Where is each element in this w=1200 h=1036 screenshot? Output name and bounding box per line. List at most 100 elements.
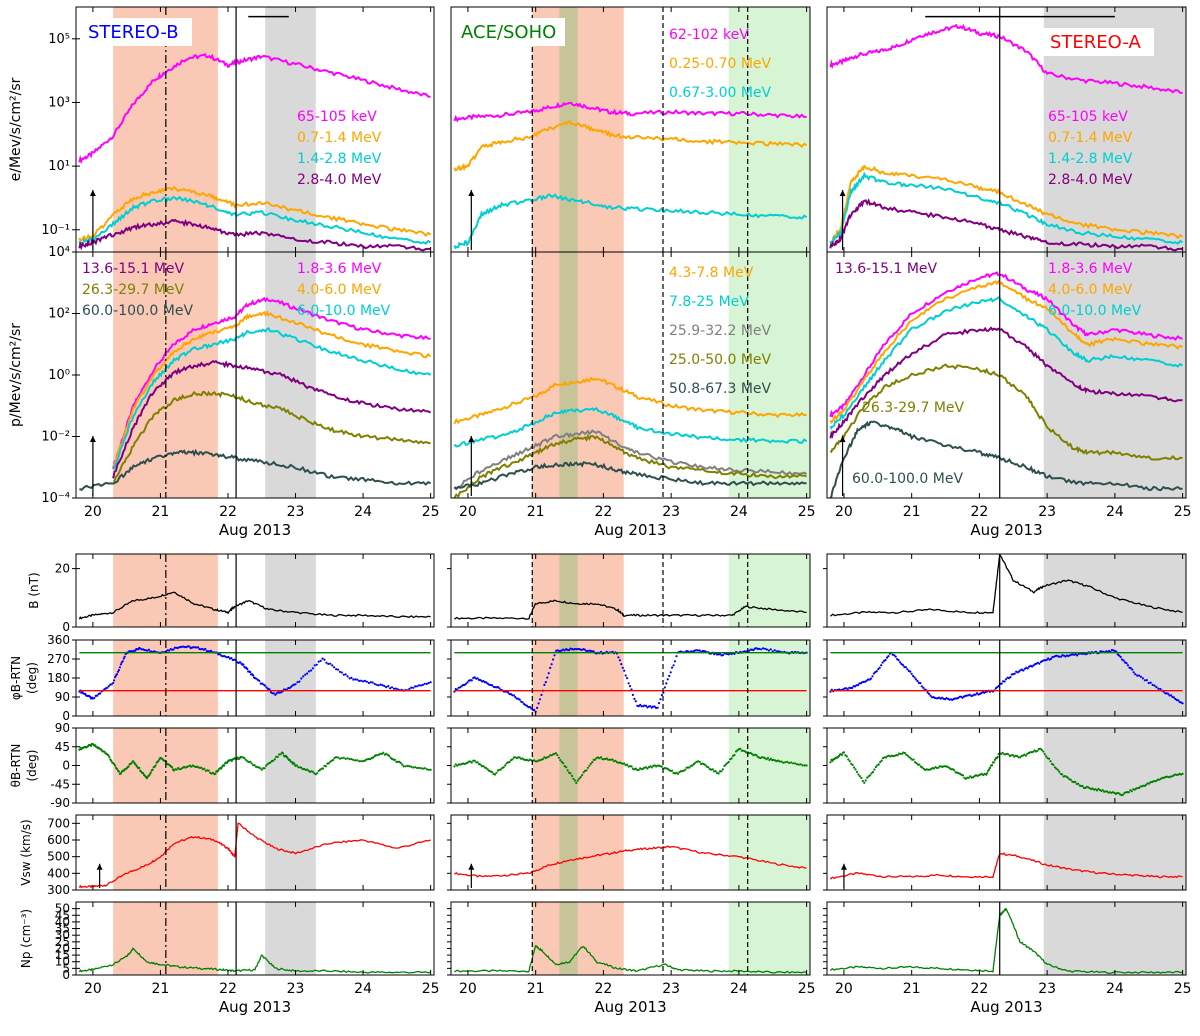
data-point: [932, 767, 936, 770]
data-point: [258, 679, 261, 683]
data-point: [288, 758, 291, 762]
data-point: [552, 658, 555, 661]
series-label: 0.67-3.00 MeV: [669, 85, 772, 101]
x-tick-label: 21: [152, 504, 170, 520]
data-point: [417, 684, 421, 687]
data-point: [460, 685, 463, 688]
data-point: [348, 677, 351, 680]
data-point: [550, 663, 553, 666]
data-point: [354, 759, 357, 762]
data-point: [1141, 677, 1144, 680]
data-point: [739, 747, 742, 751]
data-point: [913, 676, 916, 679]
data-point: [147, 648, 150, 651]
data-point: [858, 775, 862, 778]
data-point: [393, 758, 396, 762]
series-line-magenta: [453, 101, 807, 123]
data-point: [207, 769, 210, 772]
data-point: [227, 655, 230, 659]
y-tick-label: 90: [55, 690, 70, 704]
onset-arrow-head: [840, 863, 847, 870]
data-point: [311, 667, 314, 670]
data-point: [688, 766, 691, 769]
shade-region: [728, 252, 810, 498]
data-point: [512, 694, 516, 697]
data-point: [217, 769, 220, 772]
data-point: [767, 649, 771, 652]
data-point: [1095, 789, 1099, 792]
data-point: [292, 761, 295, 764]
data-point: [323, 658, 326, 661]
data-point: [360, 760, 363, 763]
data-point: [853, 766, 856, 769]
data-point: [498, 687, 501, 690]
data-point: [1117, 792, 1120, 795]
data-point: [937, 766, 940, 769]
data-point: [382, 751, 385, 754]
data-point: [750, 752, 754, 756]
y-tick-label: 10³: [48, 95, 70, 110]
y-tick-label: 25: [55, 935, 70, 949]
data-point: [782, 761, 785, 764]
shade-region: [265, 902, 316, 975]
data-point: [379, 683, 382, 686]
data-point: [288, 686, 291, 690]
data-point: [352, 678, 355, 681]
data-point: [138, 766, 141, 770]
data-point: [633, 697, 636, 701]
data-point: [336, 756, 340, 759]
data-point: [1122, 659, 1125, 662]
data-point: [730, 757, 733, 760]
x-tick-label: 25: [1174, 981, 1192, 997]
data-point: [394, 687, 397, 690]
data-point: [317, 660, 320, 663]
x-tick-label: 22: [970, 504, 988, 520]
data-point: [544, 681, 547, 684]
data-point: [912, 674, 915, 678]
data-point: [172, 648, 175, 651]
data-point: [1181, 772, 1184, 775]
data-point: [309, 669, 313, 672]
data-point: [623, 762, 626, 765]
data-point: [148, 773, 151, 776]
data-point: [499, 768, 502, 771]
data-point: [660, 765, 664, 768]
data-point: [313, 664, 316, 667]
panel-stereoa-3: [823, 639, 1187, 717]
series-line-gray: [453, 429, 808, 491]
data-point: [592, 650, 595, 653]
panel-stereoa-5: [823, 814, 1187, 891]
data-point: [290, 760, 293, 763]
data-point: [721, 768, 725, 771]
data-point: [766, 756, 770, 760]
data-point: [107, 685, 110, 688]
panel-acesoho-0: [450, 6, 811, 253]
axes-frame: [450, 901, 811, 976]
y-tick-label: 90: [55, 721, 70, 735]
y-tick-label: 0: [62, 620, 70, 634]
series-label: 1.8-3.6 MeV: [1048, 261, 1133, 277]
series-line-orange: [453, 119, 808, 172]
series-label: 6.0-10.0 MeV: [297, 303, 391, 319]
data-point: [916, 679, 919, 683]
spacecraft-title: STEREO-A: [1042, 28, 1154, 56]
onset-arrow-head: [468, 436, 475, 442]
spacecraft-title-text: ACE/SOHO: [461, 22, 556, 43]
data-point: [901, 664, 905, 667]
series-line-red: [78, 822, 431, 889]
series-line-cyan: [112, 326, 432, 471]
x-tick-label: 25: [1174, 504, 1192, 520]
x-tick-label: 23: [287, 504, 305, 520]
data-point: [803, 764, 806, 767]
data-point: [470, 679, 473, 682]
data-point: [113, 679, 116, 682]
data-point: [246, 667, 249, 671]
data-point: [332, 758, 335, 762]
data-point: [626, 763, 629, 766]
x-tick-label: 21: [152, 981, 170, 997]
data-point: [113, 762, 116, 766]
series-group: [79, 296, 432, 491]
data-point: [1125, 662, 1128, 665]
data-point: [896, 754, 899, 757]
series-line-darkslate: [829, 420, 1183, 498]
